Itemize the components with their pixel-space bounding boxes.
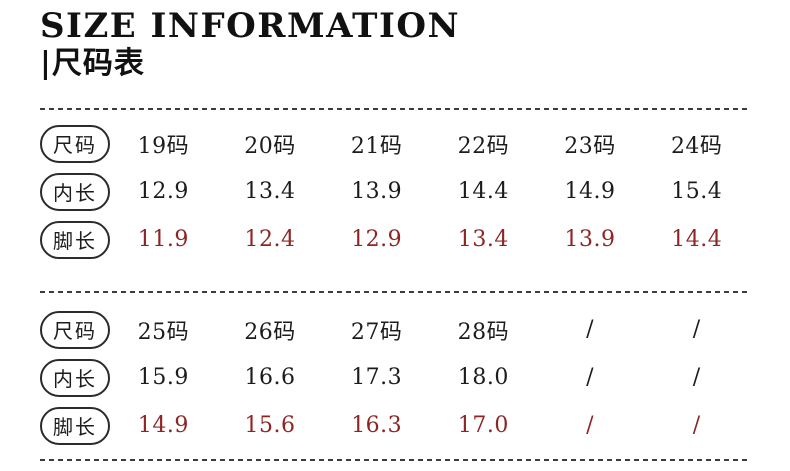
value-cell: 14.9	[564, 179, 616, 205]
value-cell: 24码	[670, 133, 723, 159]
value-cell: 20码	[244, 133, 296, 159]
row-label-pill: 脚长	[40, 406, 110, 445]
divider-top	[40, 107, 750, 110]
page-header: SIZE INFORMATION |尺码表	[40, 6, 750, 82]
row-label: 尺码	[53, 319, 97, 344]
value-cell: 13.9	[351, 179, 403, 205]
size-information-page: SIZE INFORMATION |尺码表 尺码 19码 20码 21码 22码 23码 2…	[0, 6, 790, 461]
row-label: 内长	[53, 181, 97, 206]
value-cell: /	[586, 413, 594, 439]
page-title: SIZE INFORMATION	[40, 6, 461, 46]
value-cell: 16.3	[351, 413, 403, 439]
value-cell: 15.4	[671, 179, 723, 205]
value-cell: 28码	[457, 319, 510, 345]
value-cell: /	[586, 365, 594, 391]
value-cell: 17.0	[457, 413, 509, 439]
row-label: 脚长	[53, 229, 97, 254]
value-cell: 18.0	[457, 365, 509, 391]
value-cell: 12.4	[244, 227, 296, 253]
value-cell: 14.4	[671, 227, 723, 253]
divider-bottom	[40, 458, 750, 461]
value-cell: 23码	[564, 133, 616, 159]
size-table-small-sizes: 尺码 19码 20码 21码 22码 23码 24码内长 12.9 13.4 13.9 14.4 14…	[40, 120, 750, 264]
value-cell: 13.9	[564, 227, 616, 253]
value-cell: /	[692, 317, 701, 343]
value-cell: /	[586, 317, 594, 343]
value-cell: 14.4	[457, 179, 509, 205]
value-cell: 11.9	[137, 227, 189, 253]
value-cell: /	[692, 413, 701, 439]
row-label: 内长	[53, 367, 97, 392]
value-cell: 21码	[350, 133, 403, 159]
value-cell: 19码	[137, 133, 190, 159]
value-cell: 13.4	[457, 227, 509, 253]
value-cell: 13.4	[244, 179, 296, 205]
value-cell: 26码	[244, 319, 296, 345]
value-cell: 12.9	[351, 227, 403, 253]
table-row: 脚长 11.9 12.4 12.9 13.4 13.9 14.4	[40, 216, 750, 264]
table-row: 尺码 25码 26码 27码 28码 / /	[40, 306, 750, 354]
row-label-pill: 尺码	[40, 310, 110, 349]
value-cell: 16.6	[244, 365, 296, 391]
row-label-pill: 脚长	[40, 220, 110, 259]
table-row: 内长 12.9 13.4 13.9 14.4 14.9 15.4	[40, 168, 750, 216]
value-cell: /	[692, 365, 701, 391]
row-label: 尺码	[53, 133, 97, 158]
value-cell: 25码	[137, 319, 190, 345]
row-label-pill: 尺码	[40, 124, 110, 163]
page-subtitle: |尺码表	[40, 46, 145, 82]
value-cell: 14.9	[137, 413, 189, 439]
divider-middle	[40, 290, 750, 293]
table-row: 尺码 19码 20码 21码 22码 23码 24码	[40, 120, 750, 168]
table-row: 脚长 14.9 15.6 16.3 17.0 / /	[40, 402, 750, 450]
table-row: 内长 15.9 16.6 17.3 18.0 / /	[40, 354, 750, 402]
value-cell: 15.9	[137, 365, 189, 391]
row-label-pill: 内长	[40, 172, 110, 211]
value-cell: 15.6	[244, 413, 296, 439]
value-cell: 17.3	[351, 365, 403, 391]
row-label: 脚长	[53, 415, 97, 440]
row-label-pill: 内长	[40, 358, 110, 397]
size-table-large-sizes: 尺码 25码 26码 27码 28码 / / 内长 15.9 16.6 17.3 18.0 / / 脚长 14…	[40, 306, 750, 450]
value-cell: 27码	[350, 319, 403, 345]
value-cell: 22码	[457, 133, 510, 159]
value-cell: 12.9	[137, 179, 189, 205]
